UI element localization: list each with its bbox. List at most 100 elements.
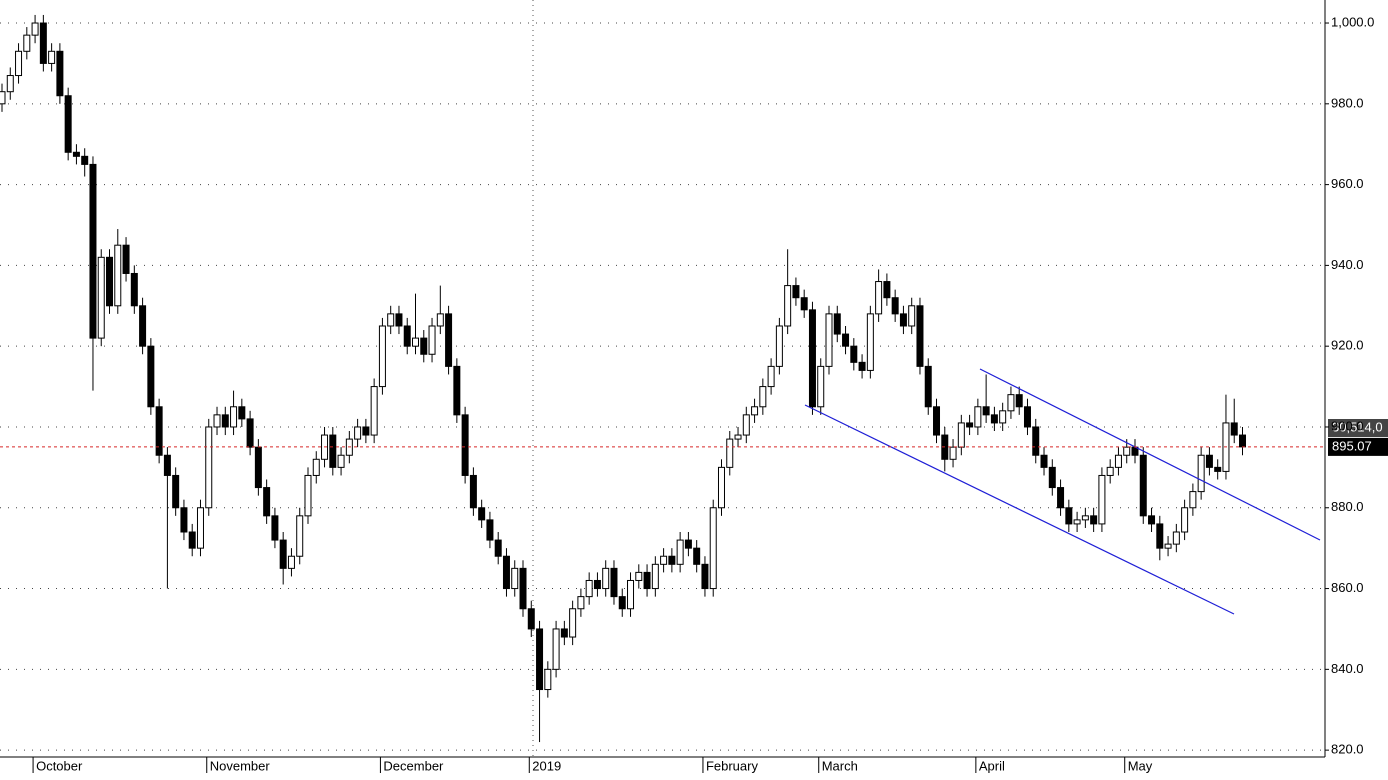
candle-body — [403, 325, 411, 347]
last-price-label: 895.07 — [1332, 438, 1372, 453]
candle-body — [808, 309, 816, 408]
candle-body — [279, 539, 287, 569]
candle-body — [1181, 507, 1189, 533]
candle-body — [445, 313, 453, 367]
candle-body — [883, 281, 891, 299]
candle-body — [668, 555, 676, 565]
candle-body — [999, 410, 1007, 424]
x-tick-label: December — [383, 758, 444, 773]
candle-body — [486, 519, 494, 541]
y-tick-label: 1,000.0 — [1331, 14, 1374, 29]
candle-body — [48, 50, 56, 64]
candle-body — [1148, 515, 1156, 525]
candle-body — [147, 345, 155, 408]
candle-body — [949, 446, 957, 460]
candle-body — [593, 579, 601, 590]
candle-body — [899, 313, 907, 327]
candle-body — [64, 95, 72, 153]
candle-body — [1197, 454, 1205, 493]
candle-body — [196, 507, 204, 549]
candle-body — [1057, 487, 1065, 509]
candle-body — [635, 571, 643, 581]
candle-body — [172, 474, 180, 509]
candle-body — [751, 406, 759, 416]
x-tick-label: 2019 — [532, 758, 561, 773]
candle-body — [709, 507, 717, 590]
candle-body — [990, 414, 998, 424]
candle-body — [982, 406, 990, 416]
candle-body — [957, 422, 965, 448]
candle-body — [1065, 507, 1073, 525]
candle-body — [205, 426, 213, 509]
candle-body — [916, 305, 924, 367]
candle-body — [1023, 406, 1031, 428]
candle-body — [933, 406, 941, 436]
candle-body — [734, 434, 742, 440]
candle-body — [89, 163, 97, 339]
candle-body — [213, 414, 221, 428]
candle-body — [1156, 523, 1164, 549]
candle-body — [1106, 466, 1114, 476]
candle-body — [784, 285, 792, 327]
candle-body — [15, 50, 23, 77]
candle-body — [254, 446, 262, 489]
candle-body — [1073, 519, 1081, 525]
candle-body — [263, 487, 271, 517]
candle-body — [1007, 394, 1015, 412]
candle-body — [6, 75, 14, 93]
candle-body — [544, 668, 552, 691]
candle-body — [436, 313, 444, 327]
trend-line-lower — [804, 404, 1235, 615]
candle-body — [1040, 454, 1048, 468]
x-tick-label: March — [822, 758, 858, 773]
candle-body — [337, 454, 345, 468]
candle-body — [130, 272, 138, 307]
candle-body — [97, 256, 105, 339]
candle-body — [122, 244, 130, 274]
candle-body — [238, 406, 246, 420]
y-tick-label: 860.0 — [1331, 580, 1364, 595]
y-tick-label: 980.0 — [1331, 95, 1364, 110]
candle-body — [370, 386, 378, 436]
candle-body — [230, 406, 238, 428]
candle-body — [966, 422, 974, 428]
candle-body — [1214, 466, 1222, 472]
candle-body — [577, 596, 585, 610]
candle-body — [602, 567, 610, 590]
candle-body — [908, 305, 916, 327]
candle-body — [378, 325, 386, 388]
candle-body — [39, 22, 47, 64]
candle-body — [354, 426, 362, 440]
candle-body — [271, 515, 279, 541]
candle-body — [527, 608, 535, 630]
candle-body — [660, 555, 668, 565]
candle-body — [742, 414, 750, 436]
candle-body — [312, 458, 320, 476]
candle-body — [1114, 454, 1122, 468]
candle-body — [139, 305, 147, 347]
candle-body — [684, 539, 692, 549]
candle-body — [519, 567, 527, 610]
candle-body — [875, 281, 883, 315]
candle-body — [412, 337, 419, 347]
candle-body — [850, 345, 858, 363]
candle-body — [1015, 394, 1023, 408]
candle-body — [1098, 474, 1106, 525]
candle-body — [717, 466, 725, 509]
candle-body — [81, 155, 89, 165]
x-tick-label: April — [979, 758, 1005, 773]
candle-body — [610, 567, 618, 598]
candle-body — [1189, 491, 1197, 509]
candle-body — [858, 361, 866, 371]
y-tick-label: 900.0 — [1331, 418, 1364, 433]
candle-body — [676, 539, 684, 565]
volume-label-box — [1328, 419, 1388, 437]
candle-body — [842, 333, 850, 347]
candle-body — [891, 297, 899, 315]
candle-body — [114, 244, 122, 307]
trend-line-upper — [979, 368, 1321, 541]
candle-body — [651, 563, 659, 590]
candle-body — [866, 313, 874, 371]
